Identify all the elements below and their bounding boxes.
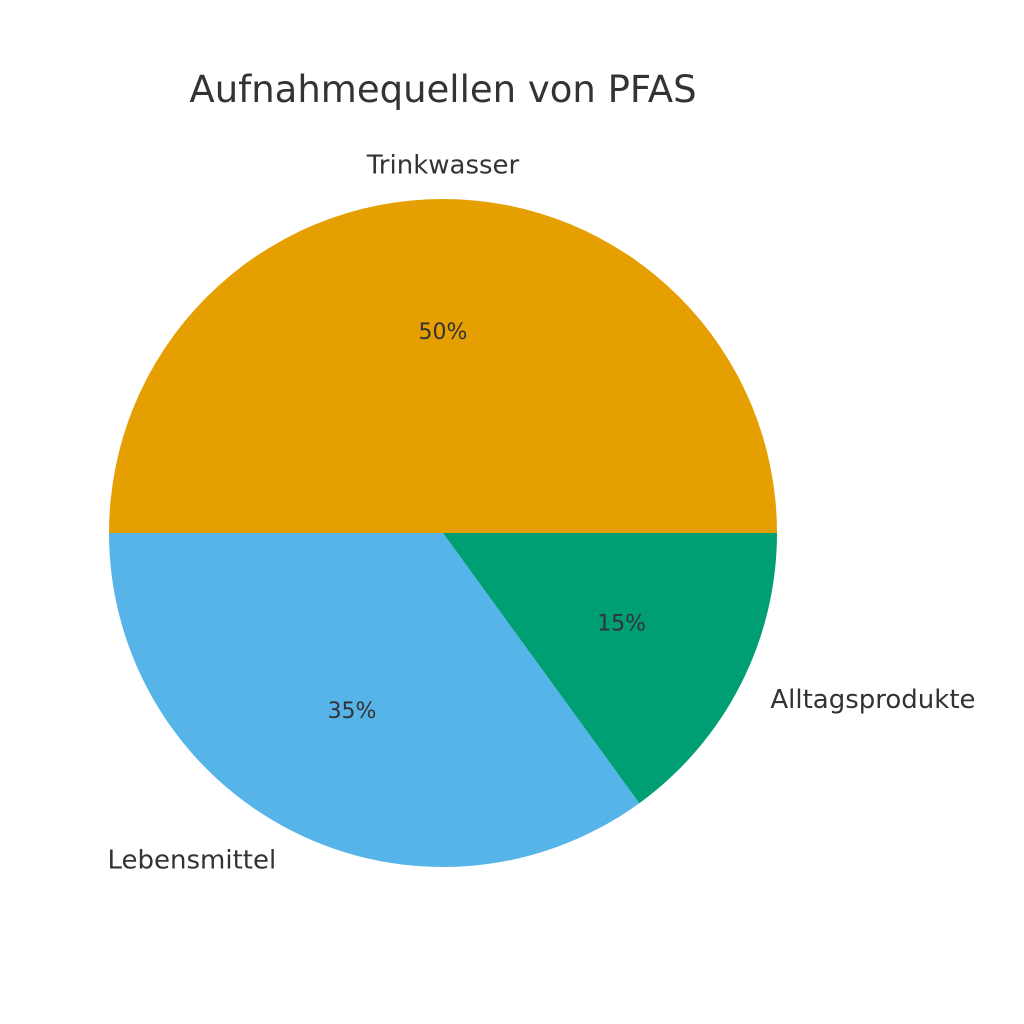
pie-slice-alltagsprodukte <box>443 533 777 804</box>
pie-slices <box>109 199 777 867</box>
pie-labels: 50% Trinkwasser 35% Lebensmittel 15% Alltagsp… <box>107 151 975 876</box>
category-label-lebensmittel: Lebensmittel <box>107 845 276 875</box>
chart-title: Aufnahmequellen von PFAS <box>189 68 696 111</box>
category-label-alltagsprodukte: Alltagsprodukte <box>770 685 975 715</box>
pie-slice-trinkwasser <box>109 199 777 533</box>
pct-label-trinkwasser: 50% <box>419 320 468 345</box>
pct-label-alltagsprodukte: 15% <box>597 611 646 636</box>
pct-label-lebensmittel: 35% <box>328 699 377 724</box>
category-label-trinkwasser: Trinkwasser <box>366 151 520 181</box>
pie-slice-lebensmittel <box>109 533 640 867</box>
